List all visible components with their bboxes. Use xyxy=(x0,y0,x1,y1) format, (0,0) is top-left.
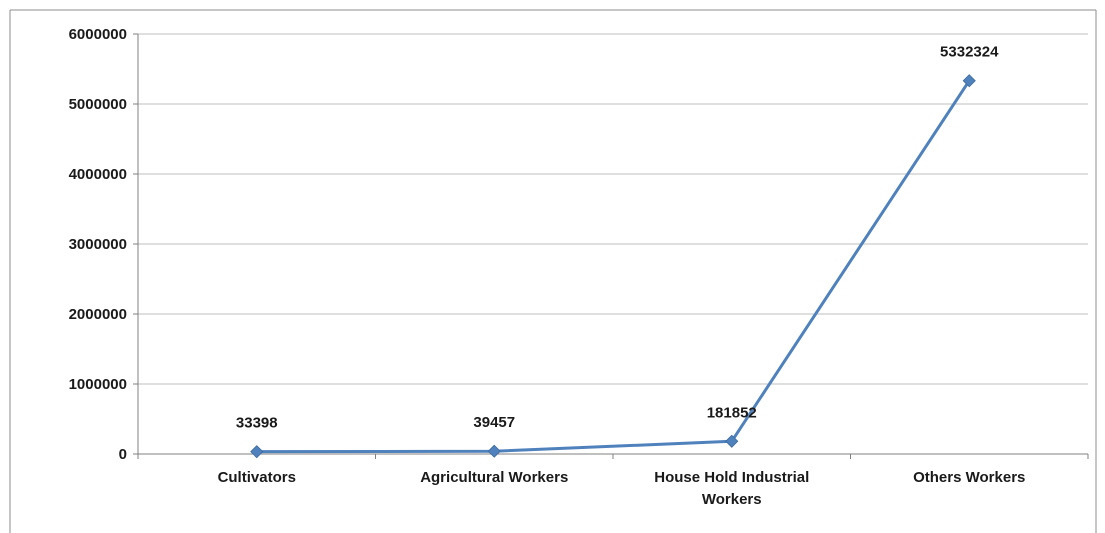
y-axis-tick-labels: 0 1000000 2000000 3000000 4000000 5000000 6000… xyxy=(69,26,127,463)
y-tick-label: 2000000 xyxy=(69,306,127,323)
y-tick-label: 3000000 xyxy=(69,236,127,253)
data-label: 33398 xyxy=(236,415,278,432)
x-category-label: Others Workers xyxy=(913,469,1025,486)
y-tick-label: 5000000 xyxy=(69,96,127,113)
x-category-label: Agricultural Workers xyxy=(420,469,568,486)
data-series xyxy=(250,74,976,459)
y-tick-label: 4000000 xyxy=(69,166,127,183)
x-axis-category-labels: Cultivators Agricultural Workers House Hol… xyxy=(218,469,1026,508)
axes xyxy=(133,33,1089,459)
data-point-marker xyxy=(487,444,501,458)
data-point-marker xyxy=(250,445,264,459)
gridlines xyxy=(138,33,1088,385)
x-category-label: House Hold Industrial Workers xyxy=(654,469,809,508)
data-label: 5332324 xyxy=(940,44,999,61)
data-label: 181852 xyxy=(707,404,757,421)
data-point-marker xyxy=(725,434,739,448)
data-labels: 33398 39457 181852 5332324 xyxy=(236,44,999,432)
y-tick-label: 0 xyxy=(119,446,127,463)
series-line xyxy=(256,79,971,454)
chart-frame-border xyxy=(9,9,1097,533)
y-tick-label: 6000000 xyxy=(69,26,127,43)
y-tick-label: 1000000 xyxy=(69,376,127,393)
x-category-label: Cultivators xyxy=(218,469,296,486)
data-label: 39457 xyxy=(473,414,515,431)
data-point-marker xyxy=(962,74,976,88)
